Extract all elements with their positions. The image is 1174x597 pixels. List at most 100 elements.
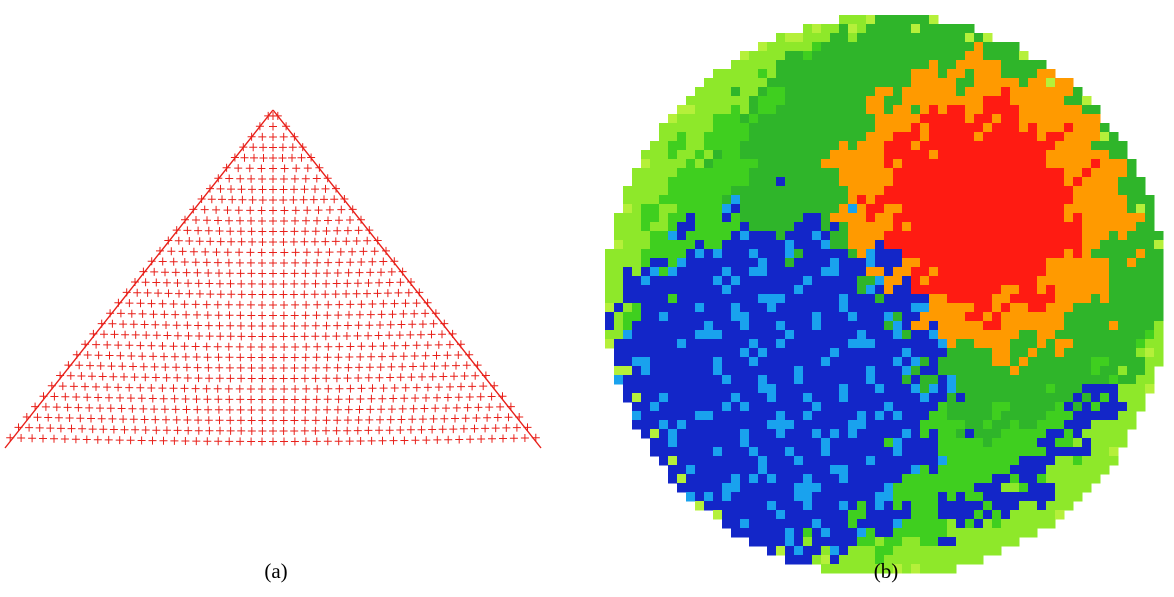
map-cell [947, 438, 957, 448]
map-cell [740, 357, 750, 367]
map-cell [893, 168, 903, 178]
map-cell [983, 321, 993, 331]
map-cell [965, 438, 975, 448]
map-cell [848, 159, 858, 169]
map-cell [1136, 384, 1146, 394]
map-cell [758, 168, 768, 178]
map-cell [929, 537, 939, 547]
map-cell [956, 276, 966, 286]
map-cell [758, 267, 768, 277]
map-cell [893, 420, 903, 430]
map-cell [1145, 357, 1155, 367]
map-cell [1001, 249, 1011, 259]
map-cell [938, 249, 948, 259]
map-cell [938, 186, 948, 196]
map-cell [785, 411, 795, 421]
map-cell [830, 519, 840, 529]
map-cell [776, 393, 786, 403]
map-cell [686, 141, 696, 151]
map-cell [1118, 321, 1128, 331]
map-cell [767, 294, 777, 304]
map-cell [785, 276, 795, 286]
map-cell [722, 132, 732, 142]
map-cell [839, 456, 849, 466]
map-cell [731, 420, 741, 430]
map-cell [1028, 474, 1038, 484]
map-cell [938, 195, 948, 205]
map-cell [1046, 465, 1056, 475]
map-cell [668, 285, 678, 295]
map-cell [686, 330, 696, 340]
map-cell [929, 69, 939, 79]
map-cell [1055, 312, 1065, 322]
map-cell [893, 222, 903, 232]
map-cell [983, 33, 993, 43]
map-cell [659, 303, 669, 313]
map-cell [974, 105, 984, 115]
map-cell [929, 465, 939, 475]
map-cell [749, 465, 759, 475]
map-cell [920, 546, 930, 556]
map-cell [1055, 186, 1065, 196]
map-cell [695, 348, 705, 358]
map-cell [767, 519, 777, 529]
map-cell [1019, 159, 1029, 169]
map-cell [821, 492, 831, 502]
map-cell [974, 303, 984, 313]
map-cell [1118, 141, 1128, 151]
map-cell [731, 204, 741, 214]
map-cell [785, 357, 795, 367]
map-cell [704, 492, 714, 502]
map-cell [623, 249, 633, 259]
map-cell [1127, 168, 1137, 178]
map-cell [947, 276, 957, 286]
map-cell [893, 483, 903, 493]
map-cell [884, 168, 894, 178]
map-cell [749, 429, 759, 439]
map-cell [920, 312, 930, 322]
map-cell [821, 384, 831, 394]
map-cell [767, 141, 777, 151]
map-cell [821, 150, 831, 160]
map-cell [1109, 285, 1119, 295]
map-cell [722, 258, 732, 268]
map-cell [1127, 249, 1137, 259]
map-cell [857, 60, 867, 70]
map-cell [722, 87, 732, 97]
map-cell [929, 267, 939, 277]
map-cell [695, 492, 705, 502]
map-cell [641, 195, 651, 205]
map-cell [1001, 375, 1011, 385]
map-cell [1019, 366, 1029, 376]
map-cell [1118, 402, 1128, 412]
map-cell [695, 411, 705, 421]
map-cell [803, 150, 813, 160]
map-cell [767, 285, 777, 295]
map-cell [803, 492, 813, 502]
map-cell [1037, 348, 1047, 358]
map-cell [1028, 447, 1038, 457]
map-cell [740, 393, 750, 403]
map-cell [866, 105, 876, 115]
map-cell [686, 420, 696, 430]
map-cell [848, 33, 858, 43]
map-cell [767, 321, 777, 331]
map-cell [866, 114, 876, 124]
map-cell [821, 528, 831, 538]
map-cell [893, 492, 903, 502]
map-cell [992, 420, 1002, 430]
map-cell [1127, 258, 1137, 268]
map-cell [785, 384, 795, 394]
map-cell [821, 510, 831, 520]
map-cell [920, 285, 930, 295]
map-cell [938, 519, 948, 529]
map-cell [965, 132, 975, 142]
map-cell [848, 429, 858, 439]
map-cell [920, 483, 930, 493]
map-cell [902, 348, 912, 358]
map-cell [1001, 141, 1011, 151]
map-cell [1109, 267, 1119, 277]
map-cell [893, 141, 903, 151]
map-cell [659, 213, 669, 223]
map-cell [1010, 231, 1020, 241]
